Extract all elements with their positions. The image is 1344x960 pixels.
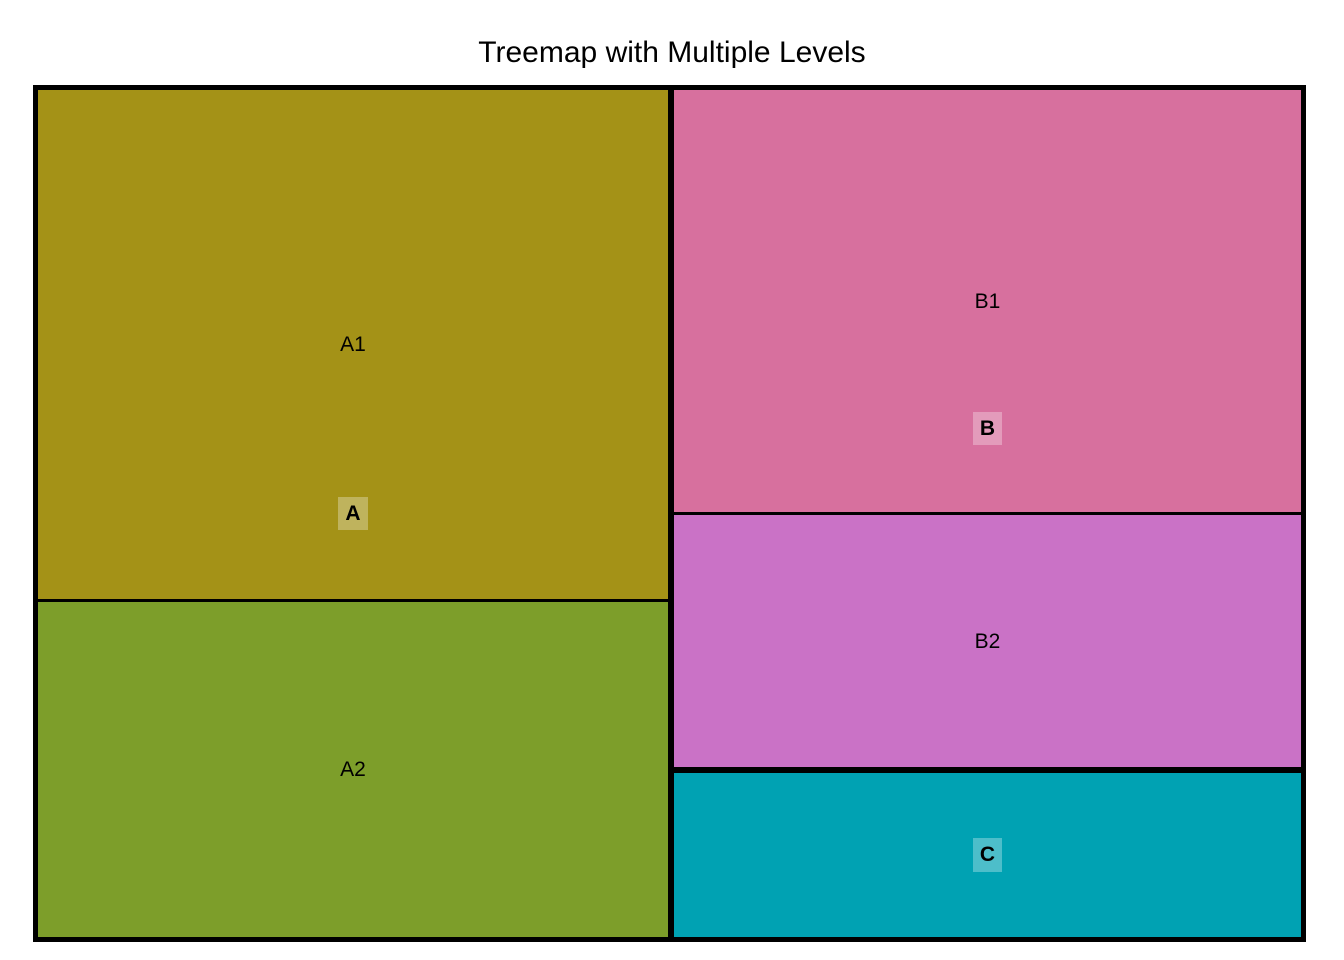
cell-label-b1: B1 bbox=[974, 289, 1001, 313]
cell-label-a2: A2 bbox=[340, 758, 366, 781]
treemap-cell-b2: B2 bbox=[674, 515, 1301, 767]
cell-label-b2: B2 bbox=[974, 629, 1001, 653]
treemap-cell-a2: A2 bbox=[38, 602, 668, 937]
treemap-plot: A1 A2 B1 B2 A B C bbox=[33, 85, 1306, 942]
treemap-cell-b1: B1 bbox=[674, 90, 1301, 512]
treemap-cell-a1: A1 bbox=[38, 90, 668, 599]
chart-title: Treemap with Multiple Levels bbox=[478, 36, 866, 69]
treemap-cell-c bbox=[674, 773, 1301, 937]
cell-label-a1: A1 bbox=[340, 333, 366, 356]
